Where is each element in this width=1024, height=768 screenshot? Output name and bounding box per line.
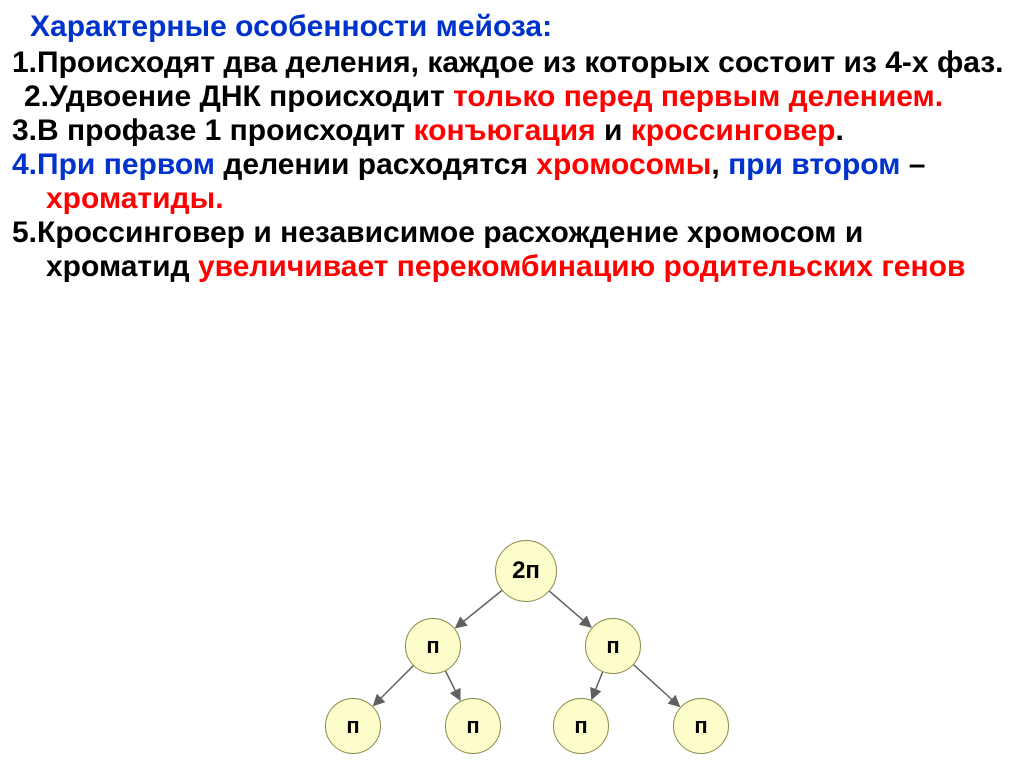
- text-segment: .: [835, 114, 843, 147]
- tree-edge: [550, 591, 592, 627]
- tree-edge: [374, 666, 414, 706]
- text-segment: –: [900, 148, 925, 181]
- text-segment: делении расходятся: [215, 148, 536, 181]
- text-segment: только перед первым делением.: [453, 80, 943, 113]
- feature-item-1: 1.Происходят два деления, каждое из кото…: [12, 46, 1012, 80]
- slide-title: Характерные особенности мейоза:: [30, 10, 1012, 44]
- text-segment: увеличивает перекомбинацию родительских …: [198, 250, 965, 283]
- meiosis-tree-diagram: 2ппппппп: [295, 540, 745, 760]
- text-segment: кроссинговер: [631, 114, 836, 147]
- text-segment: Происходят два деления, каждое из которы…: [37, 46, 1003, 79]
- text-segment: При первом: [37, 148, 215, 181]
- text-segment: конъюгация: [414, 114, 596, 147]
- tree-node-l1a: п: [405, 618, 461, 674]
- text-segment: хроматиды.: [46, 182, 224, 215]
- feature-item-4: 4.При первом делении расходятся хромосом…: [12, 148, 1012, 216]
- item-number: 3.: [12, 114, 37, 147]
- item-number: 1.: [12, 46, 37, 79]
- feature-item-3: 3.В профазе 1 происходит конъюгация и кр…: [12, 114, 1012, 148]
- text-segment: ,: [711, 148, 728, 181]
- tree-edge: [456, 591, 502, 628]
- tree-edge: [592, 672, 603, 699]
- tree-node-l2b: п: [445, 698, 501, 754]
- slide: Характерные особенности мейоза: 1.Происх…: [0, 0, 1024, 768]
- feature-list: 1.Происходят два деления, каждое из кото…: [12, 46, 1012, 284]
- tree-edge: [446, 671, 461, 700]
- feature-item-5: 5.Кроссинговер и независимое расхождение…: [12, 216, 1012, 284]
- text-segment: и: [596, 114, 631, 147]
- tree-node-root: 2п: [495, 540, 557, 602]
- tree-edge: [634, 665, 680, 707]
- item-number: 5.: [12, 216, 37, 249]
- item-number: 4.: [12, 148, 37, 181]
- tree-node-l2a: п: [325, 698, 381, 754]
- tree-node-l1b: п: [585, 618, 641, 674]
- tree-node-l2d: п: [673, 698, 729, 754]
- feature-item-2: 2.Удвоение ДНК происходит только перед п…: [12, 80, 1012, 114]
- text-segment: при втором: [728, 148, 900, 181]
- item-number: 2.: [24, 80, 49, 113]
- text-segment: В профазе 1 происходит: [37, 114, 414, 147]
- tree-node-l2c: п: [553, 698, 609, 754]
- text-segment: Удвоение ДНК происходит: [49, 80, 453, 113]
- text-segment: хромосомы: [536, 148, 711, 181]
